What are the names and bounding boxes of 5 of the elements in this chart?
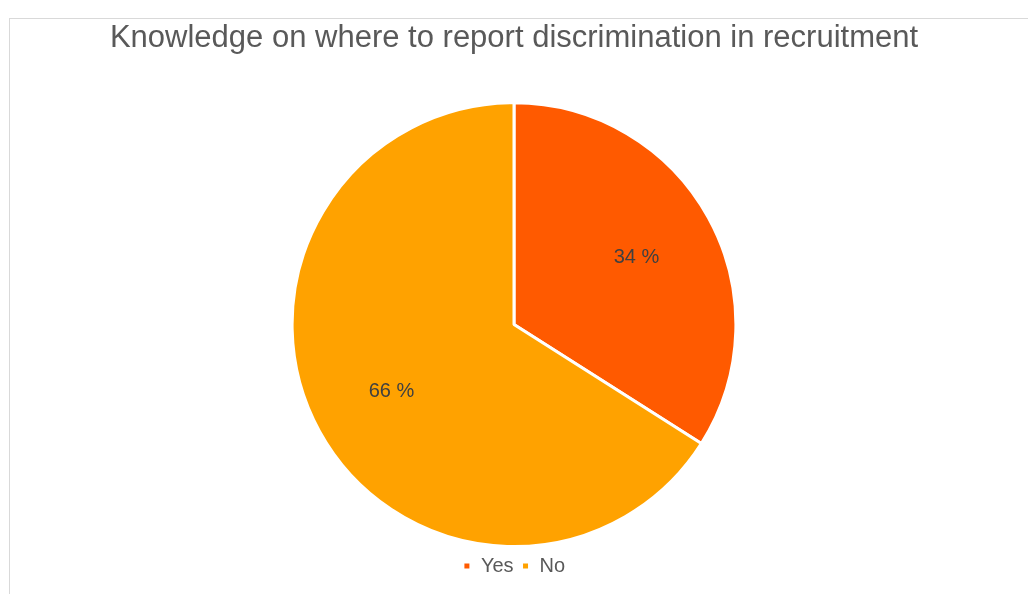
data-label: 66 %	[368, 379, 415, 402]
data-label: 34 %	[613, 244, 660, 267]
chart-title: Knowledge on where to report discrimination in recruitment	[109, 19, 919, 55]
legend-label: Yes	[480, 553, 514, 576]
legend-label: No	[539, 553, 566, 576]
